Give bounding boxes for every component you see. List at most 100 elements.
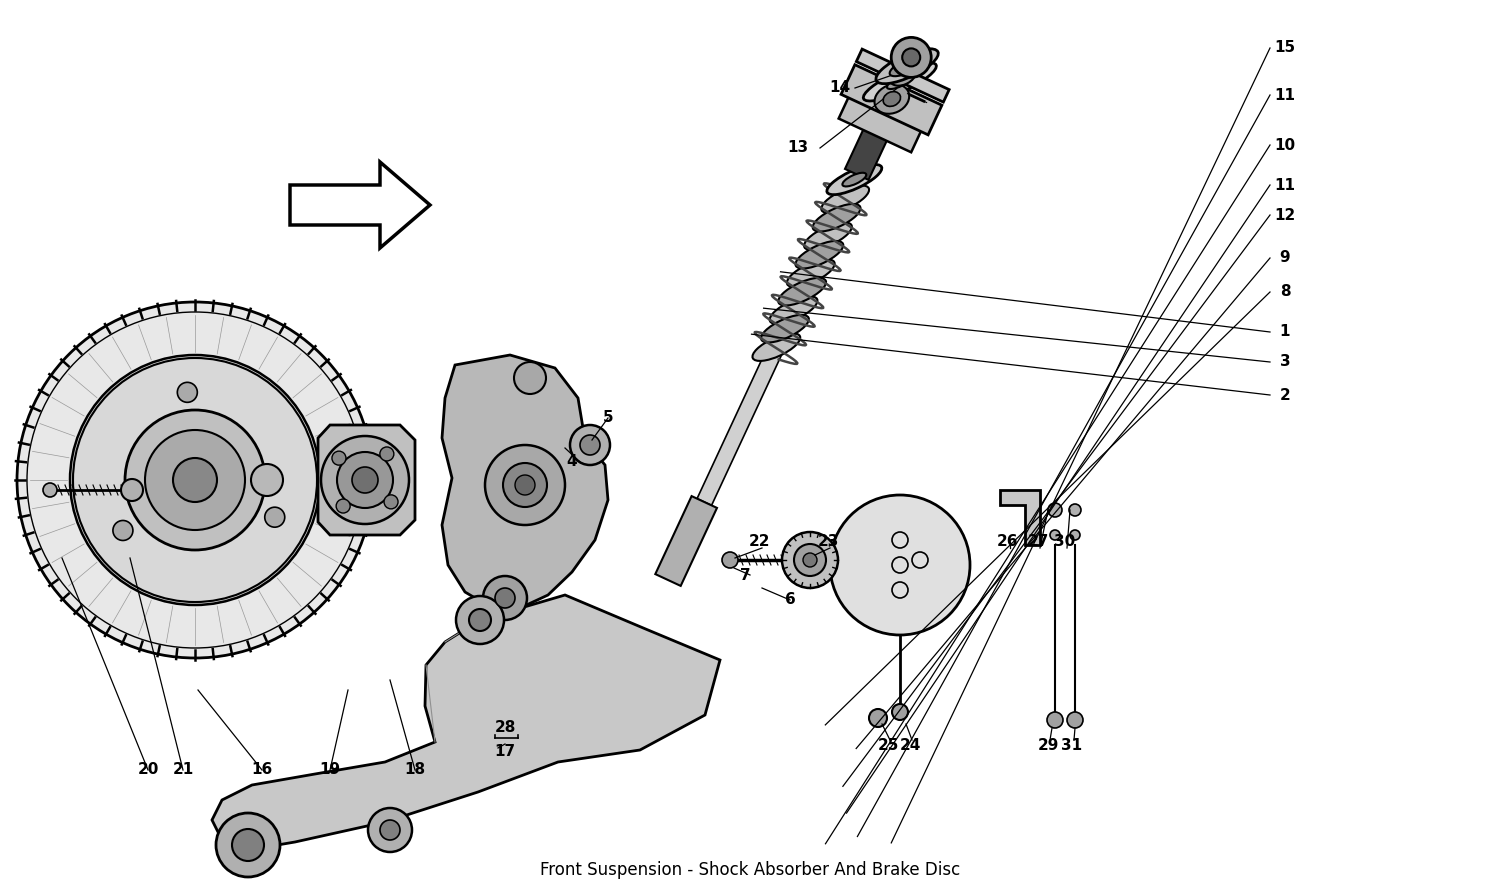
Ellipse shape <box>864 62 936 101</box>
Circle shape <box>380 820 400 840</box>
Ellipse shape <box>804 223 852 250</box>
Circle shape <box>146 430 244 530</box>
Polygon shape <box>318 425 416 535</box>
Ellipse shape <box>770 297 818 324</box>
Text: 8: 8 <box>1280 284 1290 299</box>
Ellipse shape <box>788 259 834 287</box>
Ellipse shape <box>795 241 843 268</box>
Text: 2: 2 <box>1280 388 1290 403</box>
Circle shape <box>483 576 526 620</box>
Polygon shape <box>842 65 942 135</box>
Circle shape <box>16 302 374 658</box>
Text: 25: 25 <box>878 738 898 753</box>
Circle shape <box>232 829 264 861</box>
Circle shape <box>902 48 920 67</box>
Circle shape <box>384 495 398 509</box>
Text: 29: 29 <box>1038 738 1059 753</box>
Text: 7: 7 <box>740 568 750 583</box>
Ellipse shape <box>822 185 868 213</box>
Circle shape <box>456 596 504 644</box>
Circle shape <box>1070 504 1082 516</box>
Ellipse shape <box>778 278 826 306</box>
Text: 6: 6 <box>784 593 795 608</box>
Circle shape <box>495 588 514 608</box>
Text: 1: 1 <box>1280 324 1290 339</box>
Text: 20: 20 <box>138 763 159 778</box>
Ellipse shape <box>884 92 900 106</box>
Text: 27: 27 <box>1028 535 1048 550</box>
Circle shape <box>336 499 350 513</box>
Ellipse shape <box>876 49 939 84</box>
Circle shape <box>782 532 838 588</box>
Circle shape <box>352 467 378 493</box>
Text: 15: 15 <box>1275 40 1296 55</box>
Polygon shape <box>839 95 922 152</box>
Circle shape <box>794 544 826 576</box>
Ellipse shape <box>753 333 801 361</box>
Circle shape <box>1066 712 1083 728</box>
Polygon shape <box>844 127 888 180</box>
Ellipse shape <box>874 85 909 114</box>
Circle shape <box>124 410 266 550</box>
Text: 10: 10 <box>1275 137 1296 152</box>
Circle shape <box>338 452 393 508</box>
Text: 28: 28 <box>495 721 516 735</box>
Text: 16: 16 <box>252 763 273 778</box>
Circle shape <box>177 382 198 403</box>
Circle shape <box>1050 530 1060 540</box>
Circle shape <box>570 425 610 465</box>
Circle shape <box>332 451 346 465</box>
Text: 12: 12 <box>1275 208 1296 223</box>
Text: 4: 4 <box>567 454 578 470</box>
Circle shape <box>44 483 57 497</box>
Ellipse shape <box>843 173 867 186</box>
Text: 11: 11 <box>1275 177 1296 192</box>
Polygon shape <box>656 496 717 586</box>
Ellipse shape <box>890 66 916 86</box>
Circle shape <box>321 436 410 524</box>
Text: 3: 3 <box>1280 355 1290 370</box>
Circle shape <box>1048 503 1062 517</box>
Circle shape <box>380 447 394 461</box>
Circle shape <box>514 475 535 495</box>
Polygon shape <box>211 595 720 850</box>
Ellipse shape <box>813 204 861 232</box>
Polygon shape <box>856 49 950 102</box>
Text: 14: 14 <box>830 80 850 95</box>
Text: 17: 17 <box>495 745 516 759</box>
Circle shape <box>514 362 546 394</box>
Circle shape <box>830 495 971 635</box>
Text: 13: 13 <box>788 141 808 156</box>
Text: 21: 21 <box>172 763 194 778</box>
Circle shape <box>470 609 490 631</box>
Circle shape <box>580 435 600 455</box>
Polygon shape <box>1000 490 1039 545</box>
Ellipse shape <box>886 75 912 89</box>
Polygon shape <box>442 355 608 608</box>
Ellipse shape <box>827 165 882 194</box>
Text: 26: 26 <box>998 535 1018 550</box>
Text: 24: 24 <box>900 738 921 753</box>
Circle shape <box>172 458 217 502</box>
Circle shape <box>484 445 566 525</box>
Circle shape <box>892 704 908 720</box>
Text: 31: 31 <box>1062 738 1083 753</box>
Circle shape <box>802 553 818 567</box>
Ellipse shape <box>760 315 808 342</box>
Circle shape <box>266 507 285 527</box>
Polygon shape <box>290 162 430 248</box>
Text: 5: 5 <box>603 411 613 426</box>
Text: 22: 22 <box>748 535 771 550</box>
Text: 19: 19 <box>320 763 340 778</box>
Text: 9: 9 <box>1280 250 1290 266</box>
Circle shape <box>216 813 280 877</box>
Text: 18: 18 <box>405 763 426 778</box>
Circle shape <box>368 808 413 852</box>
Circle shape <box>122 479 142 501</box>
Circle shape <box>1047 712 1064 728</box>
Circle shape <box>891 37 932 78</box>
Text: 23: 23 <box>818 535 839 550</box>
Text: 11: 11 <box>1275 87 1296 102</box>
Text: Front Suspension - Shock Absorber And Brake Disc: Front Suspension - Shock Absorber And Br… <box>540 861 960 879</box>
Circle shape <box>112 520 134 541</box>
